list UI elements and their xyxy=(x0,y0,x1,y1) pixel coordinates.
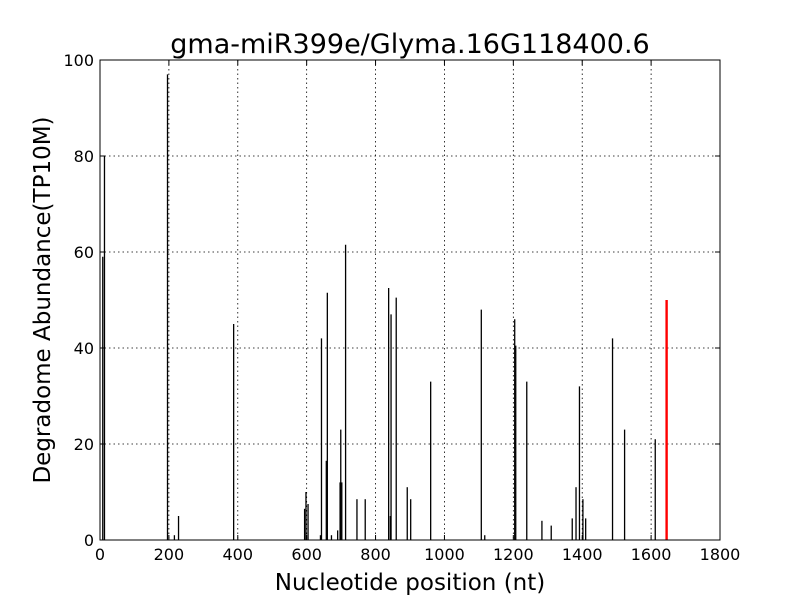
y-tick-label: 40 xyxy=(74,339,94,358)
x-tick-label: 0 xyxy=(95,545,105,564)
plot-frame xyxy=(99,59,721,541)
y-axis-label: Degradome Abundance(TP10M) xyxy=(30,116,56,483)
y-tick-label: 60 xyxy=(74,243,94,262)
y-tick-label: 80 xyxy=(74,147,94,166)
x-tick-label: 400 xyxy=(223,545,254,564)
y-tick-label: 20 xyxy=(74,435,94,454)
grid xyxy=(100,60,720,540)
x-tick-label: 1600 xyxy=(631,545,672,564)
chart-title: gma-miR399e/Glyma.16G118400.6 xyxy=(170,29,649,60)
x-tick-label: 600 xyxy=(291,545,322,564)
x-tick-label: 200 xyxy=(154,545,185,564)
x-tick-label: 800 xyxy=(360,545,391,564)
x-tick-label: 1800 xyxy=(700,545,741,564)
y-tick-label: 100 xyxy=(63,51,94,70)
x-axis-label: Nucleotide position (nt) xyxy=(275,570,545,596)
x-tick-label: 1000 xyxy=(424,545,465,564)
x-tick-label: 1200 xyxy=(493,545,534,564)
y-tick-label: 0 xyxy=(84,531,94,550)
bars xyxy=(102,74,668,540)
ticks: 0 200 400 600 800 1000 1200 1400 1600 1800 0 20 40 60… xyxy=(63,51,740,564)
x-tick-label: 1400 xyxy=(562,545,603,564)
